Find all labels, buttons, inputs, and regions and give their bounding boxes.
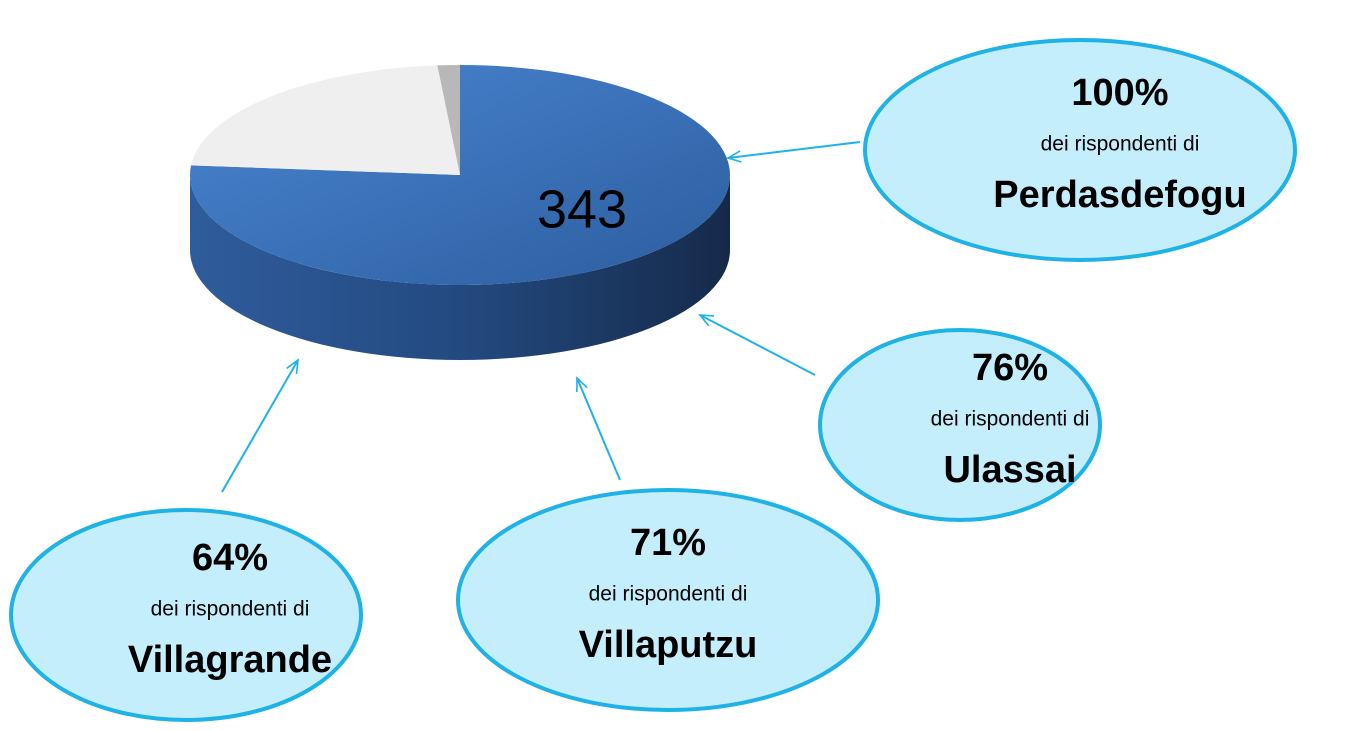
- callout-text: dei rispondenti di: [589, 583, 748, 606]
- arrow: [577, 378, 621, 481]
- arrow: [700, 315, 816, 376]
- callout-text: dei rispondenti di: [931, 408, 1090, 431]
- callout-bubble: [818, 328, 1102, 522]
- callout-bubble: [456, 488, 880, 712]
- callout-value: 71%: [630, 522, 706, 564]
- callout-place: Villagrande: [128, 639, 332, 681]
- callout-value: 100%: [1071, 72, 1168, 114]
- callout-value: 64%: [192, 537, 268, 579]
- callout-value: 76%: [972, 347, 1048, 389]
- callout-place: Perdasdefogu: [993, 174, 1246, 216]
- data-label: 343: [537, 179, 627, 239]
- arrow: [728, 141, 861, 158]
- callout-bubble: [863, 38, 1297, 262]
- pie-slice: [191, 65, 460, 175]
- callout-place: Villaputzu: [579, 624, 758, 666]
- callout-text: dei rispondenti di: [151, 598, 310, 621]
- callout-place: Ulassai: [943, 449, 1076, 491]
- callout-text: dei rispondenti di: [1041, 133, 1200, 156]
- callouts: 100% dei rispondenti di Perdasdefogu 76% dei…: [9, 38, 1297, 722]
- arrow: [221, 360, 298, 493]
- pie-side: [190, 175, 730, 360]
- callout-bubble: [9, 508, 363, 722]
- pie: 343: [190, 65, 731, 360]
- pie-slice: [437, 65, 460, 175]
